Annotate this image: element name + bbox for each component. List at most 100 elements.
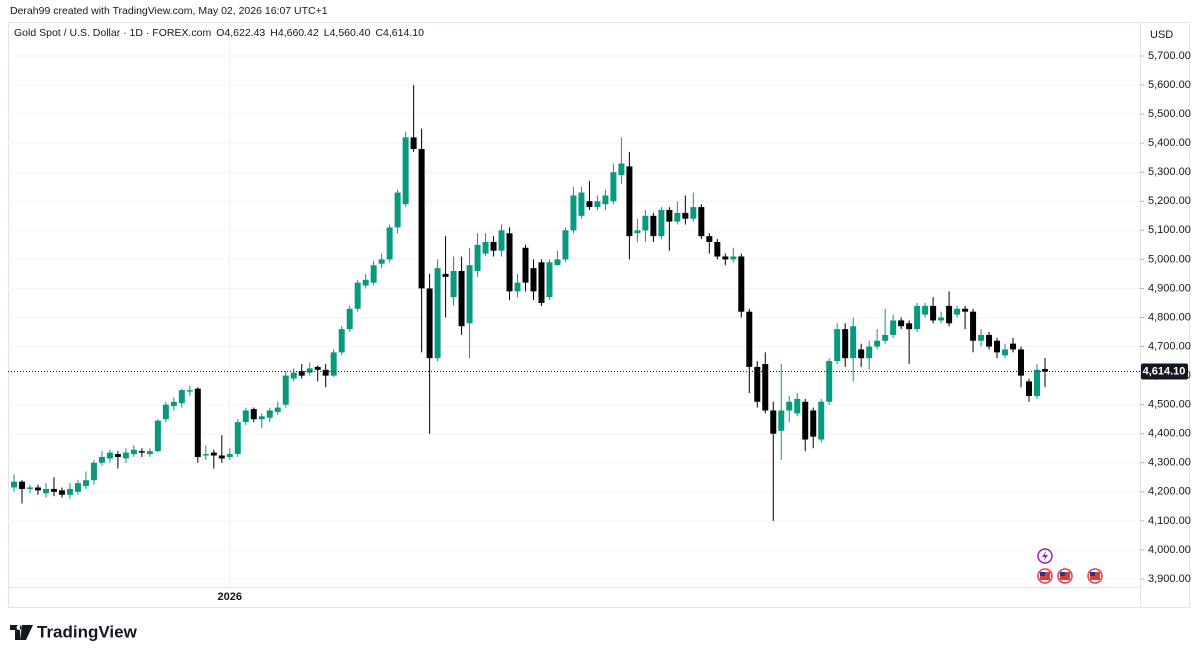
y-tick-label: 5,200.00: [1148, 195, 1191, 207]
legend: Gold Spot / U.S. Dollar · 1D · FOREX.com…: [14, 27, 424, 39]
candle-body: [202, 454, 209, 456]
candle: [994, 337, 1001, 359]
candle-body: [458, 271, 465, 327]
candle-body: [786, 401, 793, 411]
candle-body: [122, 452, 129, 459]
candle: [810, 407, 817, 449]
flag-icon[interactable]: [1037, 568, 1053, 584]
y-tick-label: 4,100.00: [1148, 515, 1191, 527]
candle: [634, 218, 641, 242]
candle-body: [978, 334, 985, 341]
candle-body: [522, 247, 529, 283]
candle-body: [962, 308, 969, 312]
candle: [850, 317, 857, 382]
candle: [42, 483, 49, 498]
candle-body: [514, 282, 521, 292]
candle-body: [66, 488, 73, 495]
candle: [818, 398, 825, 443]
candle: [586, 180, 593, 210]
flag-icon[interactable]: [1057, 568, 1073, 584]
candle-body: [250, 409, 257, 420]
candle-body: [706, 236, 713, 242]
candle: [114, 451, 121, 469]
candle-body: [274, 407, 281, 412]
candle: [1042, 358, 1048, 388]
candle-body: [1034, 369, 1041, 396]
candle: [770, 401, 777, 521]
candle: [922, 302, 929, 318]
candle-body: [602, 195, 609, 205]
price-axis: 3,900.00 4,000.00 4,100.00 4,200.00 4,300.00…: [1140, 50, 1191, 585]
candle-body: [626, 166, 633, 237]
candle-body: [714, 241, 721, 257]
candle: [490, 236, 497, 257]
candle: [986, 332, 993, 350]
plot: [8, 22, 1140, 587]
y-tick-label: 5,100.00: [1148, 224, 1191, 236]
candle-body: [98, 456, 105, 463]
candle-body: [634, 230, 641, 234]
candle: [1010, 337, 1017, 353]
y-tick-label: 5,000.00: [1148, 253, 1191, 265]
candle-body: [418, 148, 425, 289]
candle: [282, 371, 289, 408]
candle-body: [490, 241, 497, 251]
candle-body: [658, 209, 665, 237]
candle: [18, 480, 25, 504]
candle: [178, 388, 185, 408]
candle-body: [666, 209, 673, 222]
candle-body: [554, 259, 561, 266]
candle-body: [322, 369, 329, 376]
candle: [210, 449, 217, 469]
candle: [314, 365, 321, 382]
candle: [1034, 363, 1041, 399]
candle: [290, 368, 297, 382]
candle-body: [746, 311, 753, 367]
logo: TradingView: [10, 622, 138, 641]
candle-body: [162, 404, 169, 420]
candle-body: [842, 329, 849, 359]
candle-body: [498, 230, 505, 251]
candle-body: [802, 401, 809, 440]
candle-body: [954, 308, 961, 315]
legend-value: C4,614.10: [375, 27, 424, 39]
candle-body: [610, 172, 617, 202]
candle: [738, 253, 745, 318]
candle: [546, 259, 553, 301]
candle: [298, 363, 305, 379]
candle: [266, 407, 273, 423]
candle-body: [682, 212, 689, 219]
candle: [274, 401, 281, 415]
candle-body: [722, 256, 729, 260]
candle-body: [266, 410, 273, 418]
candle-body: [1010, 343, 1017, 350]
candle: [714, 239, 721, 260]
candle-body: [234, 422, 241, 455]
event-icons: [1037, 548, 1103, 584]
candle-body: [1002, 349, 1009, 356]
candle: [426, 273, 433, 434]
candle: [706, 233, 713, 254]
candle: [730, 247, 737, 263]
candle-body: [170, 401, 177, 407]
candle-body: [226, 454, 233, 457]
candle-body: [394, 192, 401, 228]
candle: [674, 201, 681, 225]
candle: [218, 435, 225, 463]
logo-mark: [10, 625, 33, 640]
flag-icon[interactable]: [1087, 568, 1103, 584]
candle-body: [26, 487, 33, 489]
y-tick-label: 3,900.00: [1148, 573, 1191, 585]
candle-body: [1042, 369, 1048, 372]
candle: [978, 329, 985, 347]
candle-body: [938, 317, 945, 321]
candle-body: [450, 271, 457, 298]
candle: [962, 305, 969, 330]
candle: [402, 131, 409, 208]
candle: [530, 259, 537, 301]
candle: [906, 320, 913, 364]
candle-body: [850, 326, 857, 359]
candle-body: [58, 490, 65, 495]
y-tick-label: 4,800.00: [1148, 311, 1191, 323]
candle-body: [474, 244, 481, 272]
